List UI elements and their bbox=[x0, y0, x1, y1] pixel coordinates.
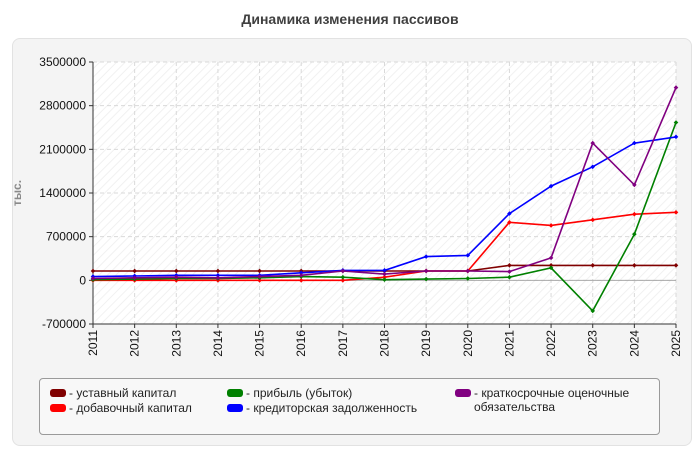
x-tick-label: 2025 bbox=[669, 330, 683, 357]
series-2-point bbox=[257, 278, 262, 283]
series-3-point bbox=[423, 276, 429, 282]
series-5-point bbox=[215, 275, 221, 281]
y-tick-label: -700000 bbox=[42, 317, 86, 331]
series-2-point bbox=[590, 217, 596, 223]
legend-swatch bbox=[455, 389, 471, 397]
series-5-point bbox=[423, 268, 429, 274]
legend-label: - добавочный капитал bbox=[69, 401, 192, 415]
series-4-point bbox=[632, 140, 637, 146]
series-1-point bbox=[548, 263, 554, 268]
series-1-point bbox=[257, 268, 262, 274]
series-2-point bbox=[673, 210, 679, 215]
series-4-point bbox=[465, 253, 471, 258]
series-2-point bbox=[507, 220, 512, 225]
series-5-point bbox=[673, 85, 679, 90]
legend-label: - прибыль (убыток) bbox=[246, 386, 353, 400]
series-1-point bbox=[632, 263, 637, 268]
series-5-point bbox=[340, 268, 346, 274]
x-tick-label: 2022 bbox=[544, 330, 558, 357]
legend-swatch bbox=[50, 404, 66, 412]
y-tick-label: 0 bbox=[79, 273, 86, 287]
series-3-point bbox=[673, 120, 679, 125]
y-tick-label: 2800000 bbox=[39, 99, 86, 113]
series-1-point bbox=[132, 268, 137, 274]
series-3-point bbox=[340, 274, 346, 280]
series-3-point bbox=[590, 308, 596, 314]
series-4-point bbox=[548, 183, 554, 189]
series-5-point bbox=[465, 268, 471, 274]
x-tick-label: 2017 bbox=[336, 330, 350, 357]
x-tick-label: 2021 bbox=[502, 330, 516, 357]
series-5-point bbox=[173, 274, 179, 280]
y-tick-label: 1400000 bbox=[39, 186, 86, 200]
x-tick-label: 2012 bbox=[128, 330, 142, 357]
series-4-point bbox=[382, 268, 387, 273]
series-5-point bbox=[298, 273, 304, 278]
x-tick-label: 2019 bbox=[419, 330, 433, 357]
series-5-point bbox=[548, 255, 554, 261]
series-3-point bbox=[507, 274, 512, 280]
legend-label: - краткосрочные оценочные обязательства bbox=[474, 386, 630, 414]
series-3-point bbox=[548, 265, 554, 271]
series-3-point bbox=[465, 276, 471, 281]
series-5-point bbox=[590, 140, 596, 146]
series-1-point bbox=[590, 263, 596, 268]
series-4-point bbox=[215, 273, 221, 278]
x-tick-label: 2020 bbox=[461, 330, 475, 357]
series-5-point bbox=[90, 276, 96, 281]
series-5-point bbox=[382, 271, 387, 277]
legend: - уставный капитал - добавочный капитал - … bbox=[39, 378, 660, 435]
series-4-point bbox=[590, 164, 596, 170]
x-tick-label: 2018 bbox=[378, 330, 392, 357]
y-axis-label: тыс. bbox=[10, 180, 24, 206]
series-4-point bbox=[507, 211, 512, 216]
x-tick-label: 2013 bbox=[169, 330, 183, 357]
series-2-point bbox=[340, 278, 346, 283]
series-1-point bbox=[215, 268, 221, 274]
series-3-point bbox=[382, 277, 387, 283]
series-4-point bbox=[673, 134, 679, 140]
legend-label: - уставный капитал bbox=[69, 386, 177, 400]
series-3-point bbox=[632, 231, 637, 237]
series-2-point bbox=[298, 278, 304, 283]
series-5-point bbox=[132, 275, 137, 281]
series-1-point bbox=[90, 268, 96, 274]
series-2-point bbox=[548, 223, 554, 228]
series-5-point bbox=[257, 274, 262, 279]
x-tick-labels: 2011 2012 2013 2014 2015 2016 2017 2018 2019 2020… bbox=[86, 330, 683, 357]
x-tick-label: 2011 bbox=[86, 330, 100, 356]
y-tick-label: 3500000 bbox=[39, 55, 86, 69]
series-lines bbox=[90, 85, 679, 314]
legend-swatch bbox=[50, 389, 66, 397]
chart-title: Динамика изменения пассивов bbox=[241, 11, 459, 27]
series-5-point bbox=[507, 269, 512, 274]
series-2-point bbox=[382, 274, 387, 280]
legend-swatch bbox=[227, 404, 243, 412]
series-4-point bbox=[423, 254, 429, 259]
series-1-point bbox=[673, 263, 679, 268]
y-tick-labels: -700000 0 700000 1400000 2100000 2800000 35000… bbox=[39, 55, 86, 331]
legend-label: - кредиторская задолженность bbox=[246, 401, 418, 415]
x-tick-label: 2016 bbox=[294, 330, 308, 357]
series-4-point bbox=[298, 270, 304, 276]
x-tick-label: 2024 bbox=[627, 330, 641, 357]
x-tick-label: 2015 bbox=[253, 330, 267, 357]
series-2-point bbox=[632, 211, 637, 217]
y-tick-label: 700000 bbox=[46, 230, 86, 244]
series-1-point bbox=[507, 263, 512, 268]
legend-swatch bbox=[227, 389, 243, 397]
series-5-point bbox=[632, 182, 637, 188]
y-tick-label: 2100000 bbox=[39, 142, 86, 156]
x-tick-label: 2023 bbox=[586, 330, 600, 357]
series-1-point bbox=[173, 268, 179, 274]
x-tick-label: 2014 bbox=[211, 330, 225, 357]
